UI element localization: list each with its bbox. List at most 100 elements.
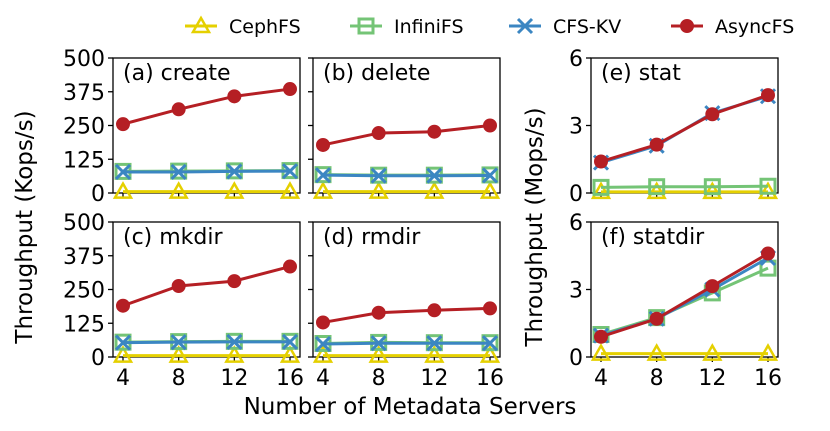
data-point-cfs-kv [314, 167, 332, 184]
y-tick-label: 6 [569, 211, 583, 236]
series-line-asyncfs [122, 87, 291, 126]
data-point-asyncfs [116, 298, 130, 313]
y-tick-label: 500 [63, 211, 105, 236]
legend-item-asyncfs: AsyncFS [671, 16, 794, 38]
x-tick-label: 8 [372, 366, 386, 391]
data-point-cephfs [368, 181, 389, 199]
data-point-cephfs [279, 345, 301, 363]
data-point-cephfs [112, 345, 134, 363]
series-asyncfs [316, 301, 497, 330]
data-point-asyncfs [316, 315, 330, 330]
series-cephfs [112, 345, 301, 363]
legend-label: AsyncFS [715, 16, 794, 38]
panel-title: (d) rmdir [323, 225, 421, 250]
legend-marker-x [516, 17, 534, 35]
series-line-asyncfs [122, 265, 291, 308]
series-cfs-kv [314, 335, 499, 353]
data-point-cfs-kv [114, 334, 132, 351]
series-infinifs [592, 177, 777, 196]
data-point-cephfs [112, 181, 134, 199]
data-point-cephfs [479, 181, 501, 199]
chart-panels: 0 125 250 375 500 (a) create (b) delete 0 125 250… [63, 47, 782, 391]
data-point-cephfs [646, 343, 667, 361]
data-point-infinifs [703, 178, 721, 196]
legend-label: InfiniFS [394, 16, 464, 38]
y-tick-label: 0 [91, 182, 105, 207]
data-point-cfs-kv [370, 167, 387, 184]
series-cephfs [112, 181, 301, 199]
series-line-asyncfs [322, 306, 491, 324]
data-point-cfs-kv [426, 335, 443, 352]
data-point-asyncfs [371, 126, 386, 141]
data-point-cfs-kv [170, 163, 187, 181]
data-point-asyncfs [227, 89, 242, 104]
x-tick-label: 12 [420, 366, 448, 391]
data-point-asyncfs [705, 107, 720, 122]
panel-title: (b) delete [323, 61, 430, 86]
legend: CephFS InfiniFS CFS-KV AsyncFS [185, 15, 794, 38]
data-point-cephfs [757, 181, 779, 200]
data-point-cephfs [224, 345, 245, 363]
data-point-cephfs [312, 345, 334, 363]
y-tick-label: 375 [63, 81, 105, 106]
data-point-cfs-kv [170, 334, 187, 351]
series-line-asyncfs [322, 124, 491, 147]
y-tick-label: 500 [63, 47, 105, 72]
data-point-cephfs [312, 181, 334, 199]
series-cfs-kv [114, 163, 299, 181]
data-point-asyncfs [483, 118, 497, 133]
y-tick-label: 6 [569, 47, 583, 72]
series-asyncfs [316, 118, 497, 152]
data-point-asyncfs [227, 274, 242, 289]
y-tick-label: 250 [63, 115, 105, 140]
chart-panel-2: (b) delete [308, 57, 501, 199]
data-point-asyncfs [316, 137, 330, 152]
series-cephfs [590, 181, 779, 200]
data-point-cfs-kv [114, 163, 132, 181]
series-line-asyncfs [600, 93, 769, 163]
legend-item-infinifs: InfiniFS [350, 16, 464, 38]
data-point-asyncfs [649, 311, 664, 326]
y-tick-label: 0 [569, 346, 583, 371]
series-line-cfs-kv [322, 173, 491, 178]
data-point-asyncfs [427, 303, 442, 318]
x-axis-label: Number of Metadata Servers [244, 394, 577, 420]
x-tick-label: 16 [476, 366, 504, 391]
chart-panel-3: 0 125 250 375 500 4 8 12 16 (c) mkdir [63, 211, 304, 391]
data-point-cephfs [168, 345, 189, 363]
legend-marker-square [357, 17, 375, 35]
data-point-cephfs [702, 343, 723, 361]
x-tick-label: 4 [316, 366, 330, 391]
data-point-cephfs [479, 345, 501, 363]
data-point-asyncfs [371, 305, 386, 320]
x-tick-label: 4 [594, 366, 608, 391]
panel-title: (e) stat [601, 61, 681, 86]
y-tick-label: 125 [63, 148, 105, 173]
data-point-asyncfs [761, 246, 775, 261]
data-point-cephfs [279, 181, 301, 199]
y-tick-label: 3 [569, 115, 583, 140]
series-cephfs [312, 181, 501, 199]
series-cephfs [590, 343, 779, 361]
x-tick-label: 12 [220, 366, 248, 391]
series-asyncfs [116, 82, 297, 132]
x-tick-label: 16 [754, 366, 782, 391]
x-tick-label: 8 [650, 366, 664, 391]
legend-marker-circle [680, 19, 694, 33]
chart-panel-6: 0 3 6 4 8 12 16 (f) statdir [569, 211, 782, 391]
data-point-asyncfs [283, 82, 297, 97]
chart-panel-4: 4 8 12 16 (d) rmdir [308, 221, 504, 391]
series-asyncfs [594, 88, 775, 169]
x-tick-label: 12 [698, 366, 726, 391]
data-point-infinifs [759, 177, 777, 195]
panel-title: (c) mkdir [123, 225, 224, 250]
x-tick-label: 4 [116, 366, 130, 391]
data-point-cephfs [590, 343, 612, 361]
series-line-cfs-kv [322, 341, 490, 346]
data-point-cephfs [646, 181, 667, 200]
data-point-cephfs [590, 181, 612, 200]
data-point-cfs-kv [226, 163, 243, 180]
data-point-infinifs [592, 178, 610, 196]
series-cfs-kv [114, 333, 299, 351]
